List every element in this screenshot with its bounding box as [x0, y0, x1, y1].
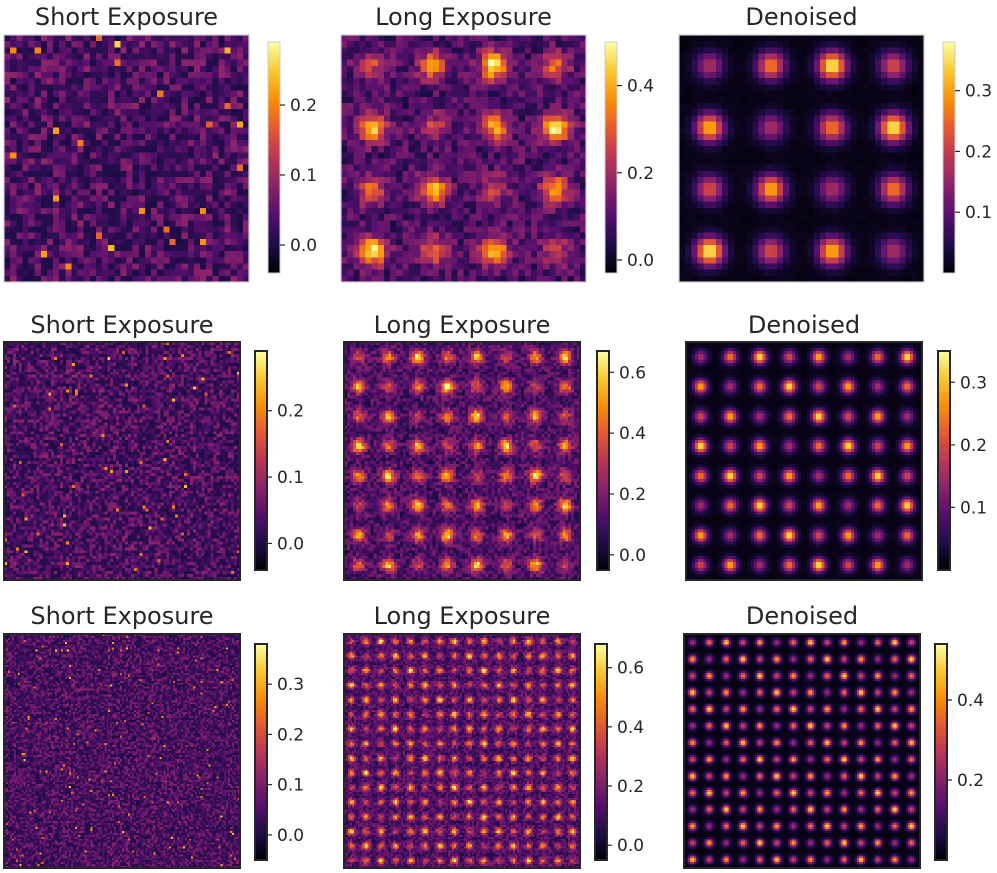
heatmap-frame [343, 341, 581, 581]
colorbar [267, 41, 281, 274]
colorbar-tick-label: 0.1 [290, 166, 317, 186]
colorbar-tick-label: 0.3 [277, 675, 304, 695]
colorbar-tick-label: 0.3 [960, 373, 987, 393]
panels: Short Exposure 0.0 0.1 0.2 Long Exposure 0.0 0… [3, 3, 992, 869]
colorbar [604, 41, 618, 274]
panel-2: Long Exposure 0.0 0.2 0.4 [340, 3, 654, 283]
colorbar-tick-label: 0.4 [619, 424, 646, 444]
colorbar-tick-label: 0.2 [960, 436, 987, 456]
panel-6: Denoised 0.1 0.2 0.3 [685, 311, 987, 581]
colorbar-tick-label: 0.1 [277, 468, 304, 488]
heatmap-image [4, 35, 249, 282]
panel-8: Long Exposure 0.0 0.2 0.4 0.6 [343, 602, 644, 869]
colorbar-tick-label: 0.2 [277, 725, 304, 745]
colorbar-tick-label: 0.6 [617, 659, 644, 679]
colorbar-tick-label: 0.4 [627, 77, 654, 97]
panel-title: Denoised [745, 3, 857, 31]
colorbar-tick-label: 0.2 [957, 771, 984, 791]
heatmap-image [344, 634, 580, 868]
colorbar [594, 643, 608, 861]
colorbar-tick-label: 0.4 [957, 691, 984, 711]
heatmap-frame [3, 633, 241, 869]
colorbar-tick-label: 0.3 [965, 82, 992, 102]
heatmap-frame [685, 341, 923, 581]
heatmap-frame [340, 34, 587, 283]
colorbar-tick-label: 0.2 [277, 402, 304, 422]
colorbar [254, 350, 268, 571]
panel-title: Denoised [746, 602, 858, 630]
colorbar-tick-label: 0.1 [960, 498, 987, 518]
colorbar [934, 643, 948, 861]
panel-title: Long Exposure [374, 602, 551, 630]
colorbar-tick-label: 0.1 [965, 203, 992, 223]
heatmap-image [341, 35, 586, 282]
colorbar-tick-label: 0.2 [627, 164, 654, 184]
heatmap-image [686, 342, 922, 580]
panel-9: Denoised 0.2 0.4 [683, 602, 984, 869]
colorbar [942, 41, 956, 274]
heatmap-image [4, 342, 240, 580]
heatmap-frame [3, 34, 250, 283]
colorbar-tick-label: 0.0 [619, 546, 646, 566]
panel-1: Short Exposure 0.0 0.1 0.2 [3, 3, 317, 283]
colorbar-tick-label: 0.0 [277, 826, 304, 846]
panel-title: Long Exposure [375, 3, 552, 31]
colorbar-tick-label: 0.1 [277, 776, 304, 796]
heatmap-frame [343, 633, 581, 869]
colorbar [937, 350, 951, 571]
heatmap-image [684, 634, 920, 868]
heatmap-frame [683, 633, 921, 869]
heatmap-image [344, 342, 580, 580]
panel-5: Long Exposure 0.0 0.2 0.4 0.6 [343, 311, 646, 581]
panel-7: Short Exposure 0.0 0.1 0.2 0.3 [3, 602, 304, 869]
panel-title: Short Exposure [35, 3, 218, 31]
panel-title: Short Exposure [30, 311, 213, 339]
heatmap-image [4, 634, 240, 868]
colorbar-tick-label: 0.2 [290, 96, 317, 116]
heatmap-image [679, 35, 924, 282]
colorbar-tick-label: 0.2 [965, 142, 992, 162]
colorbar-tick-label: 0.6 [619, 363, 646, 383]
colorbar-tick-label: 0.0 [617, 836, 644, 856]
colorbar [254, 643, 268, 861]
colorbar-tick-label: 0.2 [619, 485, 646, 505]
colorbar [596, 350, 610, 571]
heatmap-frame [678, 34, 925, 283]
panel-title: Denoised [748, 311, 860, 339]
colorbar-tick-label: 0.2 [617, 777, 644, 797]
heatmap-frame [3, 341, 241, 581]
colorbar-tick-label: 0.4 [617, 718, 644, 738]
panel-3: Denoised 0.1 0.2 0.3 [678, 3, 992, 283]
colorbar-tick-label: 0.0 [627, 251, 654, 271]
panel-title: Long Exposure [374, 311, 551, 339]
colorbar-tick-label: 0.0 [277, 534, 304, 554]
panel-title: Short Exposure [30, 602, 213, 630]
colorbar-tick-label: 0.0 [290, 236, 317, 256]
panel-4: Short Exposure 0.0 0.1 0.2 [3, 311, 304, 581]
